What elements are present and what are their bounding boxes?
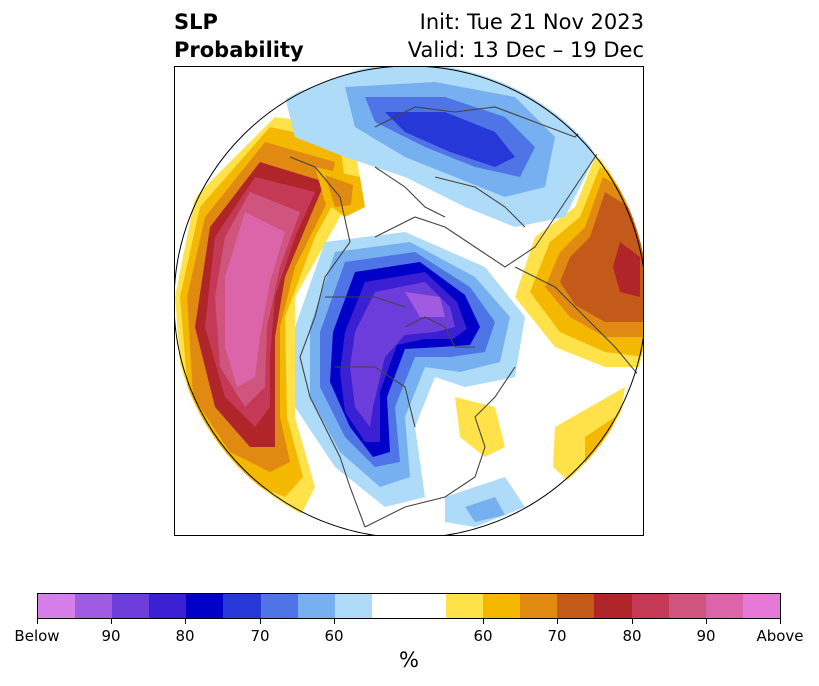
colorbar-segment	[112, 594, 150, 618]
colorbar-segment	[408, 594, 447, 618]
colorbar-tick-label: 90	[696, 627, 716, 645]
colorbar-tickmark	[706, 619, 707, 624]
colorbar-tickmark	[483, 619, 484, 624]
colorbar-tick-label: 60	[324, 627, 344, 645]
title-init-date: Init: Tue 21 Nov 2023	[419, 10, 644, 34]
colorbar-segment	[297, 594, 335, 618]
colorbar-segment	[334, 594, 372, 618]
colorbar-tick-label: 80	[175, 627, 195, 645]
colorbar-segment	[38, 594, 76, 618]
map-title-right: Init: Tue 21 Nov 2023 Valid: 13 Dec – 19…	[408, 8, 644, 64]
colorbar-segment	[75, 594, 113, 618]
colorbar	[37, 593, 781, 619]
colorbar-segment	[520, 594, 558, 618]
colorbar-segment	[631, 594, 669, 618]
coastlines	[289, 106, 641, 528]
colorbar-segment	[668, 594, 706, 618]
colorbar-segment	[260, 594, 298, 618]
probability-map-svg	[175, 67, 643, 535]
arctic-below-anomaly	[285, 67, 595, 227]
colorbar-segment	[446, 594, 484, 618]
colorbar-segment	[371, 594, 409, 618]
colorbar-segment	[223, 594, 261, 618]
colorbar-tickmark	[260, 619, 261, 624]
colorbar-segment	[186, 594, 224, 618]
europe-above-anomaly	[315, 157, 643, 367]
colorbar-tickmark	[780, 619, 781, 624]
colorbar-segment	[557, 594, 595, 618]
title-product: Probability	[174, 38, 304, 62]
colorbar-tickmark	[37, 619, 38, 624]
map-title-left: SLP Probability	[174, 8, 304, 64]
colorbar-tick-label: 60	[473, 627, 493, 645]
colorbar-segment	[742, 594, 780, 618]
atlantic-above-blob	[455, 397, 505, 457]
colorbar-tickmark	[111, 619, 112, 624]
north-america-below-anomaly	[295, 232, 525, 507]
colorbar-tick-label: 90	[101, 627, 121, 645]
polar-map	[174, 66, 644, 536]
title-variable: SLP	[174, 10, 218, 34]
colorbar-tick-label: Below	[14, 627, 60, 645]
colorbar-tick-label: Above	[756, 627, 804, 645]
colorbar-segment	[483, 594, 521, 618]
colorbar-tick-label: 70	[250, 627, 270, 645]
colorbar-tickmark	[185, 619, 186, 624]
colorbar-segment	[149, 594, 187, 618]
title-valid-range: Valid: 13 Dec – 19 Dec	[407, 38, 644, 62]
pacific-above-anomaly	[175, 117, 360, 517]
colorbar-tickmark	[632, 619, 633, 624]
colorbar-tick-label: 80	[622, 627, 642, 645]
colorbar-tickmark	[557, 619, 558, 624]
colorbar-segment	[594, 594, 632, 618]
colorbar-segment	[705, 594, 743, 618]
subtropical-below-core	[465, 497, 505, 522]
colorbar-tick-label: 70	[547, 627, 567, 645]
colorbar-units: %	[399, 648, 419, 672]
colorbar-tickmark	[334, 619, 335, 624]
